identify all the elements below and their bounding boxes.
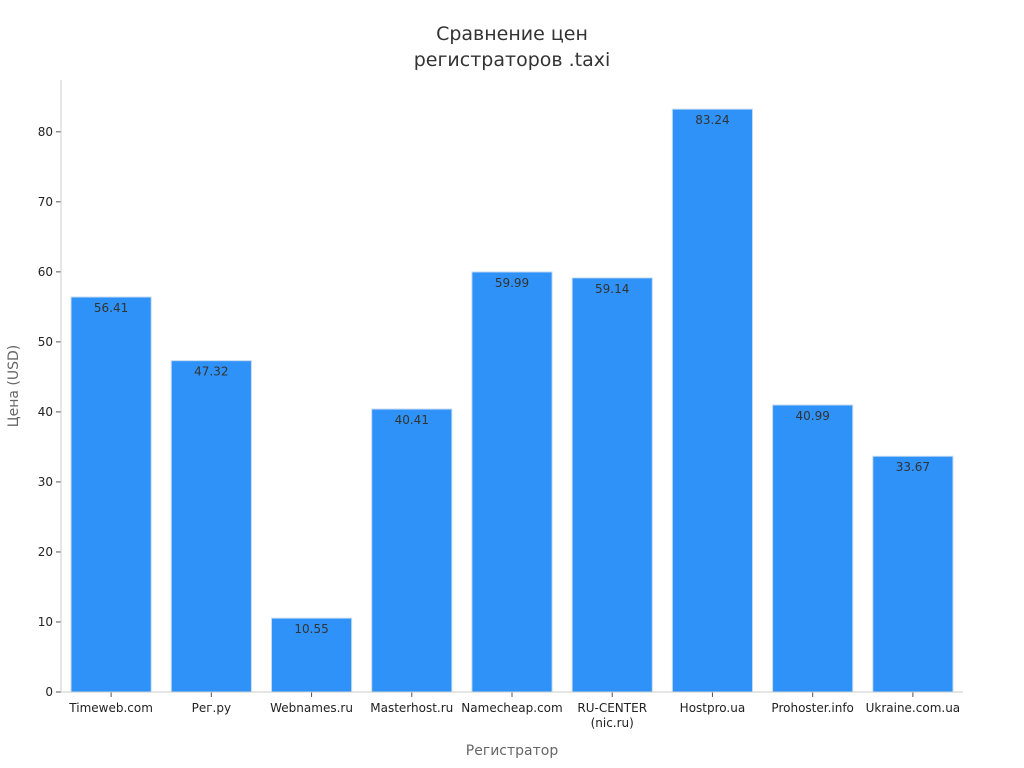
bar-value-label: 47.32: [194, 365, 228, 379]
y-tick-label: 0: [45, 685, 53, 699]
x-tick-label: Ukraine.com.ua: [866, 701, 961, 715]
chart-title-line-1: Сравнение цен: [436, 23, 588, 45]
y-tick-label: 70: [38, 195, 53, 209]
x-tick-label: Рег.ру: [192, 701, 231, 715]
x-tick-label: Webnames.ru: [270, 701, 353, 715]
x-tick-label: Timeweb.com: [68, 701, 153, 715]
bar-value-label: 56.41: [94, 301, 128, 315]
bar: [671, 108, 754, 693]
x-tick-label: Namecheap.com: [461, 701, 562, 715]
y-tick-label: 10: [38, 615, 53, 629]
bar-value-label: 59.14: [595, 282, 629, 296]
bar: [471, 271, 553, 693]
y-tick-label: 40: [38, 405, 53, 419]
bar-value-label: 83.24: [695, 113, 729, 127]
x-tick-label: (nic.ru): [591, 716, 634, 730]
bar: [170, 360, 252, 693]
bar: [772, 404, 854, 693]
bar-value-label: 10.55: [294, 622, 328, 636]
y-tick-label: 50: [38, 335, 53, 349]
bar: [371, 408, 453, 693]
bar-value-label: 40.41: [395, 413, 429, 427]
bar-value-label: 33.67: [896, 460, 930, 474]
bar: [872, 455, 954, 693]
bars: [70, 108, 954, 693]
y-tick-label: 20: [38, 545, 53, 559]
x-axis-label: Регистратор: [466, 743, 559, 759]
bar-value-label: 40.99: [795, 409, 829, 423]
bar: [70, 296, 152, 693]
y-tick-label: 30: [38, 475, 53, 489]
y-tick-label: 60: [38, 265, 53, 279]
y-axis-ticks: 0 10 20 30 40 50 60 70 80: [38, 125, 61, 699]
y-axis-label: Цена (USD): [6, 345, 22, 428]
chart-title: Сравнение цен регистраторов .taxi: [414, 23, 611, 71]
bar-value-label: 59.99: [495, 276, 529, 290]
bar: [571, 277, 653, 693]
bar: [270, 617, 353, 693]
x-tick-label: Masterhost.ru: [370, 701, 453, 715]
x-tick-label: Hostpro.ua: [680, 701, 746, 715]
x-axis-ticks: Timeweb.com Рег.ру Webnames.ru Masterhost.r…: [68, 692, 960, 730]
data-labels: 56.41 47.32 10.55 40.41 59.99 59.14 83.24 40.99…: [94, 113, 930, 636]
x-tick-label: Prohoster.info: [771, 701, 853, 715]
chart-title-line-2: регистраторов .taxi: [414, 49, 611, 71]
y-tick-label: 80: [38, 125, 53, 139]
x-tick-label: RU-CENTER: [577, 701, 647, 715]
